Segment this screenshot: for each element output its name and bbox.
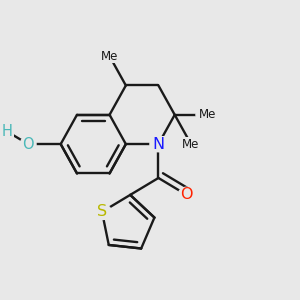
Ellipse shape [98, 50, 121, 63]
Ellipse shape [178, 187, 195, 202]
Text: O: O [22, 136, 34, 152]
Ellipse shape [1, 125, 13, 137]
Text: S: S [97, 204, 107, 219]
Text: Me: Me [182, 138, 200, 151]
Text: Me: Me [101, 50, 118, 63]
Ellipse shape [196, 108, 219, 121]
Text: H: H [2, 124, 12, 139]
Text: O: O [180, 188, 193, 202]
Text: Me: Me [199, 108, 216, 121]
Text: N: N [152, 136, 164, 152]
Ellipse shape [180, 138, 202, 151]
Ellipse shape [150, 136, 167, 152]
Ellipse shape [20, 136, 36, 152]
Ellipse shape [93, 204, 111, 220]
